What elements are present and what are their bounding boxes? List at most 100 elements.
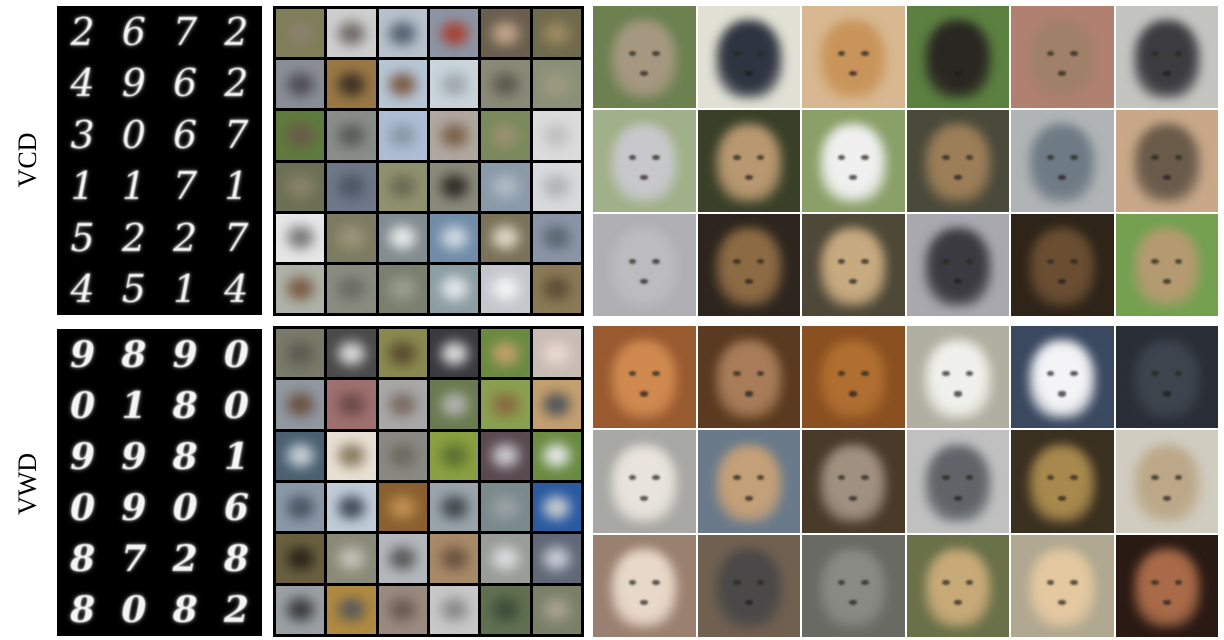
animal-nose [1162, 495, 1171, 501]
animal-face-sample [697, 534, 800, 637]
cifar-object [286, 123, 314, 147]
animal-eye [1046, 475, 1055, 481]
animal-head [1133, 228, 1200, 306]
animal-head [924, 124, 991, 202]
animal-face-sample [1115, 214, 1218, 316]
cifar-object [440, 226, 468, 250]
cifar-sample [378, 380, 427, 429]
cifar-object [440, 341, 468, 365]
animal-eye [965, 475, 974, 481]
animal-face-sample [1115, 110, 1218, 212]
digit-sample: 8 [172, 384, 198, 427]
animal-nose [849, 391, 858, 397]
digit-sample: 6 [121, 9, 146, 54]
animal-eye [628, 258, 637, 264]
animal-eye [628, 50, 637, 56]
cifar-object [491, 495, 520, 519]
animal-nose [640, 391, 649, 397]
cifar-object [543, 392, 571, 417]
animal-face-sample [593, 110, 696, 212]
cifar-object [337, 341, 366, 365]
animal-eye [837, 50, 846, 56]
cifar-object [389, 21, 417, 45]
digit-sample: 2 [70, 9, 95, 54]
cifar-object [543, 175, 571, 199]
animal-nose [744, 495, 753, 501]
animal-eye [733, 154, 741, 160]
digit-sample: 2 [224, 61, 249, 106]
digit-sample: 0 [223, 333, 249, 376]
animal-eye [942, 50, 950, 56]
animal-nose [849, 600, 858, 606]
cifar-sample [327, 329, 376, 378]
animal-head [611, 228, 678, 306]
digit-sample: 8 [223, 538, 249, 581]
animal-nose [849, 71, 858, 77]
animal-eye [1046, 371, 1055, 377]
row-label-vcd: VCD [13, 132, 42, 188]
cifar-object [389, 495, 417, 519]
cifar-sample [276, 213, 325, 262]
cifar-sample [429, 534, 479, 583]
animal-head [1133, 444, 1200, 523]
cifar-object [440, 495, 468, 519]
animal-face-sample [802, 326, 905, 429]
cifar-sample [327, 111, 376, 160]
digit-sample: 8 [70, 538, 96, 581]
animal-nose [744, 391, 753, 397]
cifar-sample [429, 213, 479, 262]
digit-sample: 1 [224, 164, 249, 209]
digit-sample: 9 [121, 487, 147, 530]
animal-head [1029, 548, 1096, 627]
animal-eye [1151, 475, 1159, 481]
digit-sample: 2 [223, 589, 249, 632]
animal-eye [861, 258, 869, 264]
digit-sample: 4 [70, 61, 95, 106]
animal-eye [965, 579, 974, 585]
digit-sample: 6 [173, 61, 198, 106]
animal-eye [965, 371, 974, 377]
animal-eye [1070, 258, 1078, 264]
cifar-object [491, 175, 520, 199]
cifar-sample [532, 162, 581, 211]
cifar-sample [429, 264, 479, 313]
cifar-sample [378, 111, 427, 160]
cifar-object [440, 392, 468, 417]
animal-eye [1174, 154, 1183, 160]
cifar-object [286, 444, 314, 468]
animal-face-sample [1011, 326, 1114, 429]
cifar-object [491, 444, 520, 468]
animal-head [924, 444, 991, 523]
cifar-sample [429, 9, 479, 58]
animal-head [1133, 548, 1200, 627]
animal-nose [1058, 175, 1067, 181]
cifar-sample [327, 213, 376, 262]
cifar-sample [481, 111, 530, 160]
digit-sample: 9 [172, 333, 198, 376]
cifar-sample [532, 482, 581, 532]
cifar-object [286, 495, 314, 519]
cifar-sample [429, 60, 479, 109]
digit-sample: 1 [173, 267, 198, 312]
cifar-object [389, 175, 417, 199]
digit-sample: 0 [223, 384, 249, 427]
cifar-object [491, 226, 520, 250]
animal-nose [1058, 71, 1067, 77]
animal-face-sample [697, 6, 800, 108]
row-label-vwd: VWD [13, 452, 42, 516]
cifar-object [543, 546, 571, 571]
animal-head [715, 20, 782, 98]
animal-face-sample [1011, 6, 1114, 108]
animal-eye [652, 475, 660, 481]
animal-eye [1151, 258, 1159, 264]
animal-faces-grid-vcd [593, 6, 1218, 316]
cifar-object [543, 226, 571, 250]
animal-nose [640, 495, 649, 501]
cifar-sample [532, 264, 581, 313]
cifar-sample [276, 111, 325, 160]
cifar-sample [429, 585, 479, 634]
cifar-sample [327, 380, 376, 429]
animal-eye [942, 371, 950, 377]
animal-nose [1058, 495, 1067, 501]
